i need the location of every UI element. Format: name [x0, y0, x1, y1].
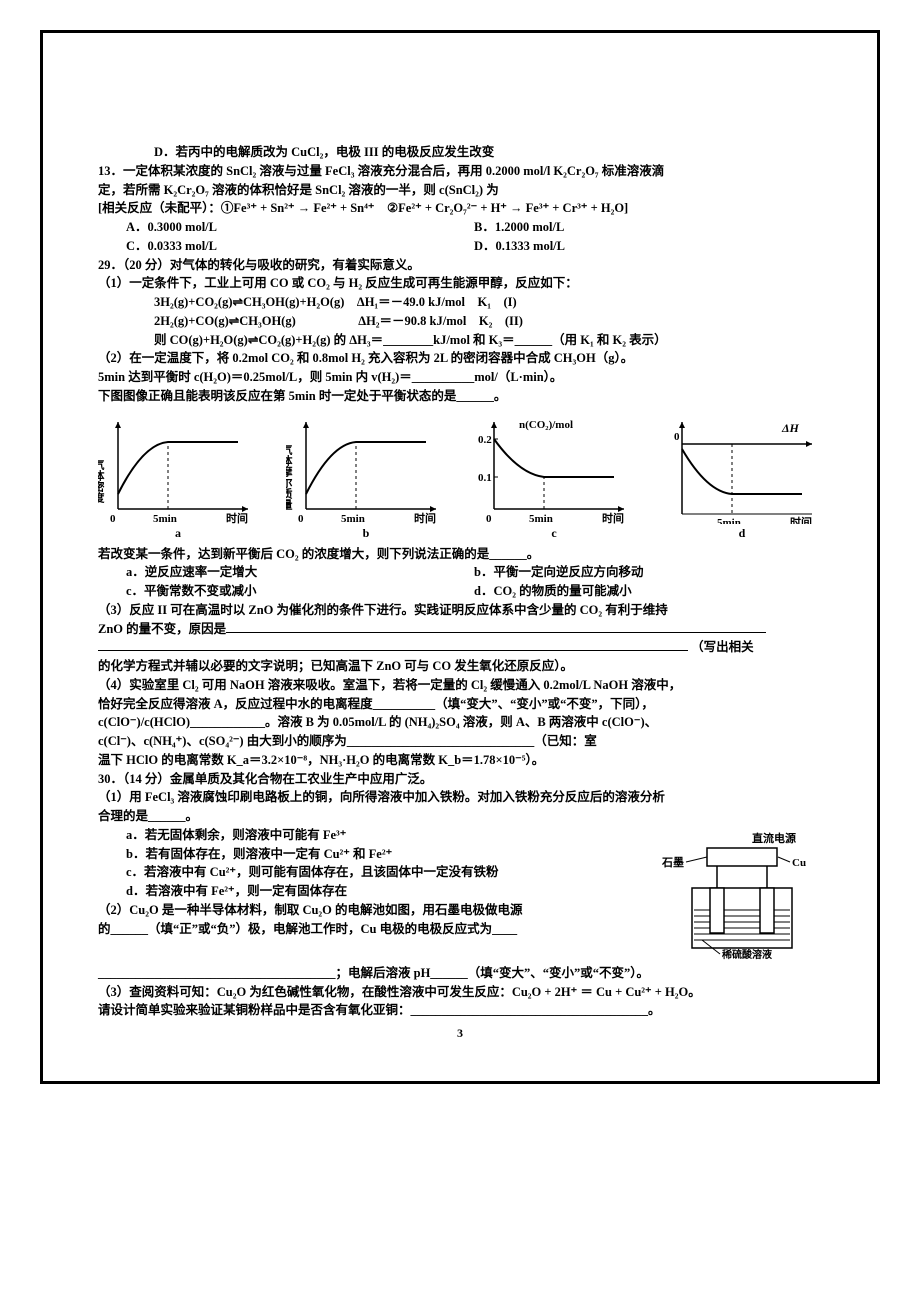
q13-opt-d: D．0.1333 mol/L: [474, 237, 822, 256]
svg-text:时间: 时间: [414, 511, 436, 524]
q29-3b-wrap: ZnO 的量不变，原因是: [98, 620, 822, 639]
q30-1a: （1）用 FeCl₃ 溶液腐蚀印刷电路板上的铜，向所得溶液中加入铁粉。对加入铁粉…: [98, 788, 822, 807]
q30-3a: （3）查阅资料可知：Cu₂O 为红色碱性氧化物，在酸性溶液中可发生反应：Cu₂O…: [98, 983, 822, 1002]
electrolysis-diagram: 直流电源 石墨 Cu: [652, 830, 822, 960]
q13-stem-2: 定，若所需 K₂Cr₂O₇ 溶液的体积恰好是 SnCl₂ 溶液的一半，则 c(S…: [98, 181, 822, 200]
chart-d: ΔH 0 5min 时间 d: [662, 414, 822, 541]
svg-text:时间: 时间: [226, 511, 248, 524]
svg-text:稀硫酸溶液: 稀硫酸溶液: [722, 948, 772, 960]
svg-text:时间: 时间: [602, 511, 624, 524]
q13-stem-3: [相关反应（未配平）：①Fe³⁺ + Sn²⁺ → Fe²⁺ + Sn⁴⁺ ②F…: [98, 199, 822, 218]
q29-1b: 3H₂(g)+CO₂(g)⇌CH₃OH(g)+H₂O(g) ΔH₁＝－49.0 …: [98, 293, 822, 312]
q29-3b: ZnO 的量不变，原因是: [98, 622, 226, 636]
svg-text:直流电源: 直流电源: [752, 831, 796, 845]
page-number: 3: [98, 1026, 822, 1041]
svg-text:0: 0: [298, 513, 304, 524]
q30-head: 30．（14 分）金属单质及其化合物在工农业生产中应用广泛。: [98, 770, 822, 789]
q29-3d: 的化学方程式并辅以必要的文字说明；已知高温下 ZnO 可与 CO 发生氧化还原反…: [98, 657, 822, 676]
svg-text:0: 0: [110, 513, 116, 524]
svg-text:0: 0: [674, 431, 680, 443]
svg-text:n(CO₂)/mol: n(CO₂)/mol: [519, 419, 573, 431]
svg-text:Cu: Cu: [792, 857, 806, 869]
q29-opt-d: d．CO₂ 的物质的量可能减小: [474, 582, 822, 601]
q29-3a: （3）反应 II 可在高温时以 ZnO 为催化剂的条件下进行。实践证明反应体系中…: [98, 601, 822, 620]
chart-d-label: d: [662, 526, 822, 541]
q29-4d: c(Cl⁻)、c(NH₄⁺)、c(SO₄²⁻) 由大到小的顺序为________…: [98, 732, 822, 751]
page-frame: D．若丙中的电解质改为 CuCl₂，电极 III 的电极反应发生改变 13．一定…: [40, 30, 880, 1084]
q13-option-d: D．若丙中的电解质改为 CuCl₂，电极 III 的电极反应发生改变: [98, 143, 822, 162]
svg-text:0: 0: [486, 513, 492, 524]
q29-head: 29．（20 分）对气体的转化与吸收的研究，有着实际意义。: [98, 256, 822, 275]
svg-text:气体密度: 气体密度: [98, 457, 106, 503]
q29-4e: 温下 HClO 的电离常数 K_a＝3.2×10⁻⁸，NH₃·H₂O 的电离常数…: [98, 751, 822, 770]
svg-text:5min: 5min: [717, 517, 741, 524]
q29-opt-c: c．平衡常数不变或减小: [126, 582, 474, 601]
q29-opts-row1: a．逆反应速率一定增大 b．平衡一定向逆反应方向移动: [98, 563, 822, 582]
q13-options-row1: A．0.3000 mol/L B．1.2000 mol/L: [98, 218, 822, 237]
q13-opt-b: B．1.2000 mol/L: [474, 218, 822, 237]
q29-1c: 2H₂(g)+CO(g)⇌CH₃OH(g) ΔH₂＝－90.8 kJ/mol K…: [98, 312, 822, 331]
q29-4c: c(ClO⁻)/c(HClO)____________。溶液 B 为 0.05m…: [98, 713, 822, 732]
svg-text:ΔH: ΔH: [781, 421, 800, 435]
q13-options-row2: C．0.0333 mol/L D．0.1333 mol/L: [98, 237, 822, 256]
chart-c: n(CO₂)/mol 0.2 0.1 0 5min 时间 c: [474, 414, 634, 541]
q29-2c: 下图图像正确且能表明该反应在第 5min 时一定处于平衡状态的是______。: [98, 387, 822, 406]
q13-opt-a: A．0.3000 mol/L: [126, 218, 474, 237]
charts-row: 气体密度 0 5min 时间 a 气体摩尔质量 0 5min 时间 b: [98, 414, 822, 541]
q29-opt-a: a．逆反应速率一定增大: [126, 563, 474, 582]
chart-b-label: b: [286, 526, 446, 541]
svg-text:0.2: 0.2: [478, 434, 492, 446]
q29-3c: （写出相关: [691, 640, 754, 654]
q29-3c-wrap: （写出相关: [98, 638, 822, 657]
chart-c-label: c: [474, 526, 634, 541]
q30-3b: 请设计简单实验来验证某铜粉样品中是否含有氧化亚铜：_______________…: [98, 1001, 822, 1020]
q29-after1: 若改变某一条件，达到新平衡后 CO₂ 的浓度增大，则下列说法正确的是______…: [98, 545, 822, 564]
svg-text:时间: 时间: [790, 515, 812, 524]
svg-text:0.1: 0.1: [478, 472, 492, 484]
q29-opts-row2: c．平衡常数不变或减小 d．CO₂ 的物质的量可能减小: [98, 582, 822, 601]
q29-2b: 5min 达到平衡时 c(H₂O)＝0.25mol/L，则 5min 内 v(H…: [98, 368, 822, 387]
blank-line: [98, 639, 688, 651]
chart-a: 气体密度 0 5min 时间 a: [98, 414, 258, 541]
q30-1b: 合理的是______。: [98, 807, 822, 826]
svg-text:5min: 5min: [341, 513, 365, 524]
q30-2c: ______________________________________；电…: [98, 964, 822, 983]
q13-opt-c: C．0.0333 mol/L: [126, 237, 474, 256]
q29-4b: 恰好完全反应得溶液 A，反应过程中水的电离程度__________（填“变大”、…: [98, 695, 822, 714]
svg-text:石墨: 石墨: [661, 856, 684, 869]
chart-a-label: a: [98, 526, 258, 541]
svg-text:5min: 5min: [153, 513, 177, 524]
q29-4a: （4）实验室里 Cl₂ 可用 NaOH 溶液来吸收。室温下，若将一定量的 Cl₂…: [98, 676, 822, 695]
svg-text:气体摩尔质量: 气体摩尔质量: [286, 442, 294, 509]
q13-stem-1: 13．一定体积某浓度的 SnCl₂ 溶液与过量 FeCl₃ 溶液充分混合后，再用…: [98, 162, 822, 181]
chart-b: 气体摩尔质量 0 5min 时间 b: [286, 414, 446, 541]
q29-1a: （1）一定条件下，工业上可用 CO 或 CO₂ 与 H₂ 反应生成可再生能源甲醇…: [98, 274, 822, 293]
q29-opt-b: b．平衡一定向逆反应方向移动: [474, 563, 822, 582]
blank-line: [226, 620, 766, 632]
svg-text:5min: 5min: [529, 513, 553, 524]
q29-2a: （2）在一定温度下，将 0.2mol CO₂ 和 0.8mol H₂ 充入容积为…: [98, 349, 822, 368]
q29-1d: 则 CO(g)+H₂O(g)⇌CO₂(g)+H₂(g) 的 ΔH₃＝______…: [98, 331, 822, 350]
